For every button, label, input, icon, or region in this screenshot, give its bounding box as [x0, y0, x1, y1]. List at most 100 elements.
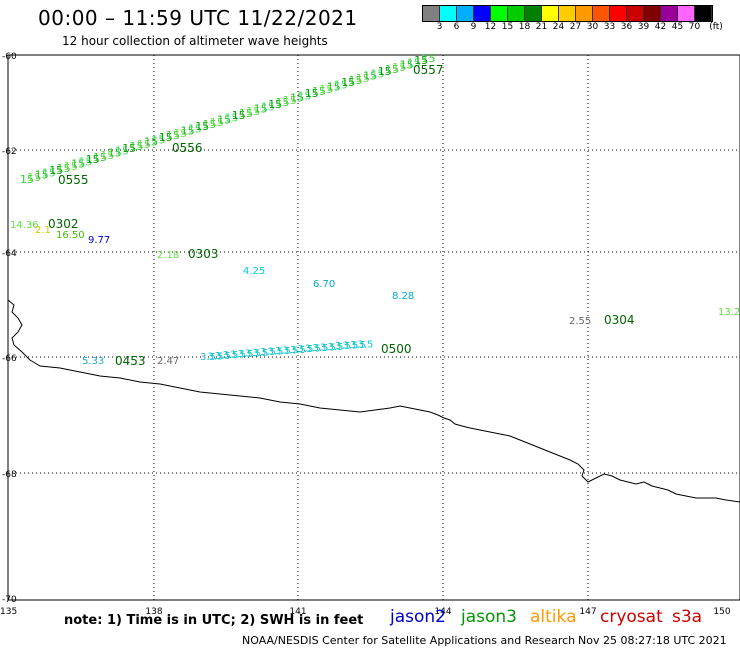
satellite-name: s3a — [672, 607, 703, 627]
swh-label: 15 — [378, 65, 392, 78]
swh-label: 15 — [188, 122, 202, 135]
swh-label: 15 — [100, 149, 114, 162]
swh-label: 15 — [35, 169, 49, 182]
legend-label: 27 — [569, 22, 582, 32]
legend-swatch — [491, 6, 508, 21]
swh-label: 15 — [414, 54, 428, 67]
swh-label: 15 — [356, 72, 370, 85]
swh-label: 15 — [210, 116, 224, 129]
swh-label: 15 — [122, 142, 136, 155]
swh-label: 13.2 — [718, 307, 740, 318]
swh-label: 15 — [64, 160, 78, 173]
legend-label: 70 — [688, 22, 701, 32]
swh-label: 15 — [370, 67, 384, 80]
legend-swatch — [525, 6, 542, 21]
graticule — [8, 55, 740, 600]
longitude-label: 150 — [713, 607, 730, 617]
latitude-label: -60 — [2, 52, 17, 62]
latitude-label: -62 — [2, 147, 17, 157]
swh-label: 3.5 — [260, 347, 276, 358]
latitude-label: -70 — [2, 595, 17, 605]
swh-label: 15 — [93, 151, 107, 164]
chart-subtitle: 12 hour collection of altimeter wave hei… — [62, 34, 328, 48]
swh-label: 15 — [334, 78, 348, 91]
legend-label: 3 — [436, 22, 443, 32]
swh-label: 3.5 — [268, 347, 284, 358]
legend-label: 6 — [453, 22, 460, 32]
longitude-label: 144 — [434, 607, 451, 617]
legend-swatch — [542, 6, 559, 21]
swh-label: 8.28 — [392, 291, 414, 302]
time-label: 0557 — [413, 63, 444, 77]
swh-label: 3.5 — [253, 348, 269, 359]
legend-swatch — [508, 6, 525, 21]
time-label: 0555 — [58, 173, 89, 187]
swh-label: 16.50 — [56, 230, 85, 241]
swh-label: 14.36 — [10, 220, 39, 231]
swh-label: 3.5 — [350, 340, 366, 351]
satellite-name: cryosat — [600, 607, 663, 627]
time-label: 0556 — [172, 141, 203, 155]
legend-label: 33 — [603, 22, 616, 32]
swh-label: 15 — [363, 70, 377, 83]
swh-label: 15 — [181, 125, 195, 138]
legend-swatch — [695, 6, 712, 21]
legend-swatch — [644, 6, 661, 21]
swh-label: 15 — [203, 118, 217, 131]
legend-swatch — [593, 6, 610, 21]
antarctic-coastline — [7, 299, 740, 503]
longitude-label: 147 — [579, 607, 596, 617]
swh-label: 15 — [290, 92, 304, 105]
legend-label: 18 — [518, 22, 531, 32]
swh-label: 15 — [392, 61, 406, 74]
swh-label: 3.5 — [335, 341, 351, 352]
legend-swatch — [559, 6, 576, 21]
latitude-label: -66 — [2, 354, 17, 364]
legend-label: 30 — [586, 22, 599, 32]
axis-labels: 135 138 141 144 147 150 -60 -62 -64 -66 -68 -70 — [0, 52, 731, 617]
swh-label: 15 — [195, 120, 209, 133]
swh-label: 15 — [385, 63, 399, 76]
swh-label: 15 — [239, 107, 253, 120]
swh-label: 3.5 — [343, 341, 359, 352]
legend-label: 15 — [501, 22, 514, 32]
swh-label: 6.70 — [313, 279, 335, 290]
legend-swatch — [423, 6, 440, 21]
swh-label: 5.33 — [82, 356, 104, 367]
swh-label: 3.5 — [290, 345, 306, 356]
latitude-label: -64 — [2, 249, 17, 259]
swh-label: 3.5 — [200, 352, 216, 363]
swh-label: 3.5 — [245, 348, 261, 359]
swh-label: 2.55 — [569, 316, 591, 327]
swh-label: 15 — [20, 173, 34, 186]
swh-label: 15 — [422, 52, 436, 65]
legend-swatch — [576, 6, 593, 21]
swh-label: 3.5 — [238, 349, 254, 360]
legend-swatch — [474, 6, 491, 21]
swh-label: 15 — [283, 94, 297, 107]
time-label: 0302 — [48, 217, 79, 231]
longitude-label: 138 — [145, 607, 162, 617]
swh-label: 15 — [276, 96, 290, 109]
legend-swatch — [610, 6, 627, 21]
altimeter-tracks: 1515151515151515151515151515151515151515… — [10, 52, 740, 368]
color-legend — [422, 5, 713, 22]
swh-label: 3.5 — [313, 343, 329, 354]
swh-label: 15 — [327, 81, 341, 94]
swh-label: 3.5 — [215, 351, 231, 362]
legend-label: 9 — [470, 22, 477, 32]
map-frame — [7, 54, 740, 601]
credit-line: NOAA/NESDIS Center for Satellite Applica… — [242, 634, 576, 647]
legend-swatch — [440, 6, 457, 21]
legend-label: 45 — [671, 22, 684, 32]
legend-unit: (ft) — [709, 22, 723, 32]
swh-label: 15 — [151, 133, 165, 146]
swh-label: 3.5 — [275, 346, 291, 357]
legend-label: 39 — [637, 22, 650, 32]
swh-label: 15 — [232, 109, 246, 122]
swh-label: 9.77 — [88, 235, 110, 246]
swh-label: 15 — [173, 127, 187, 140]
swh-label: 15 — [407, 56, 421, 69]
swh-label: 15 — [159, 131, 173, 144]
